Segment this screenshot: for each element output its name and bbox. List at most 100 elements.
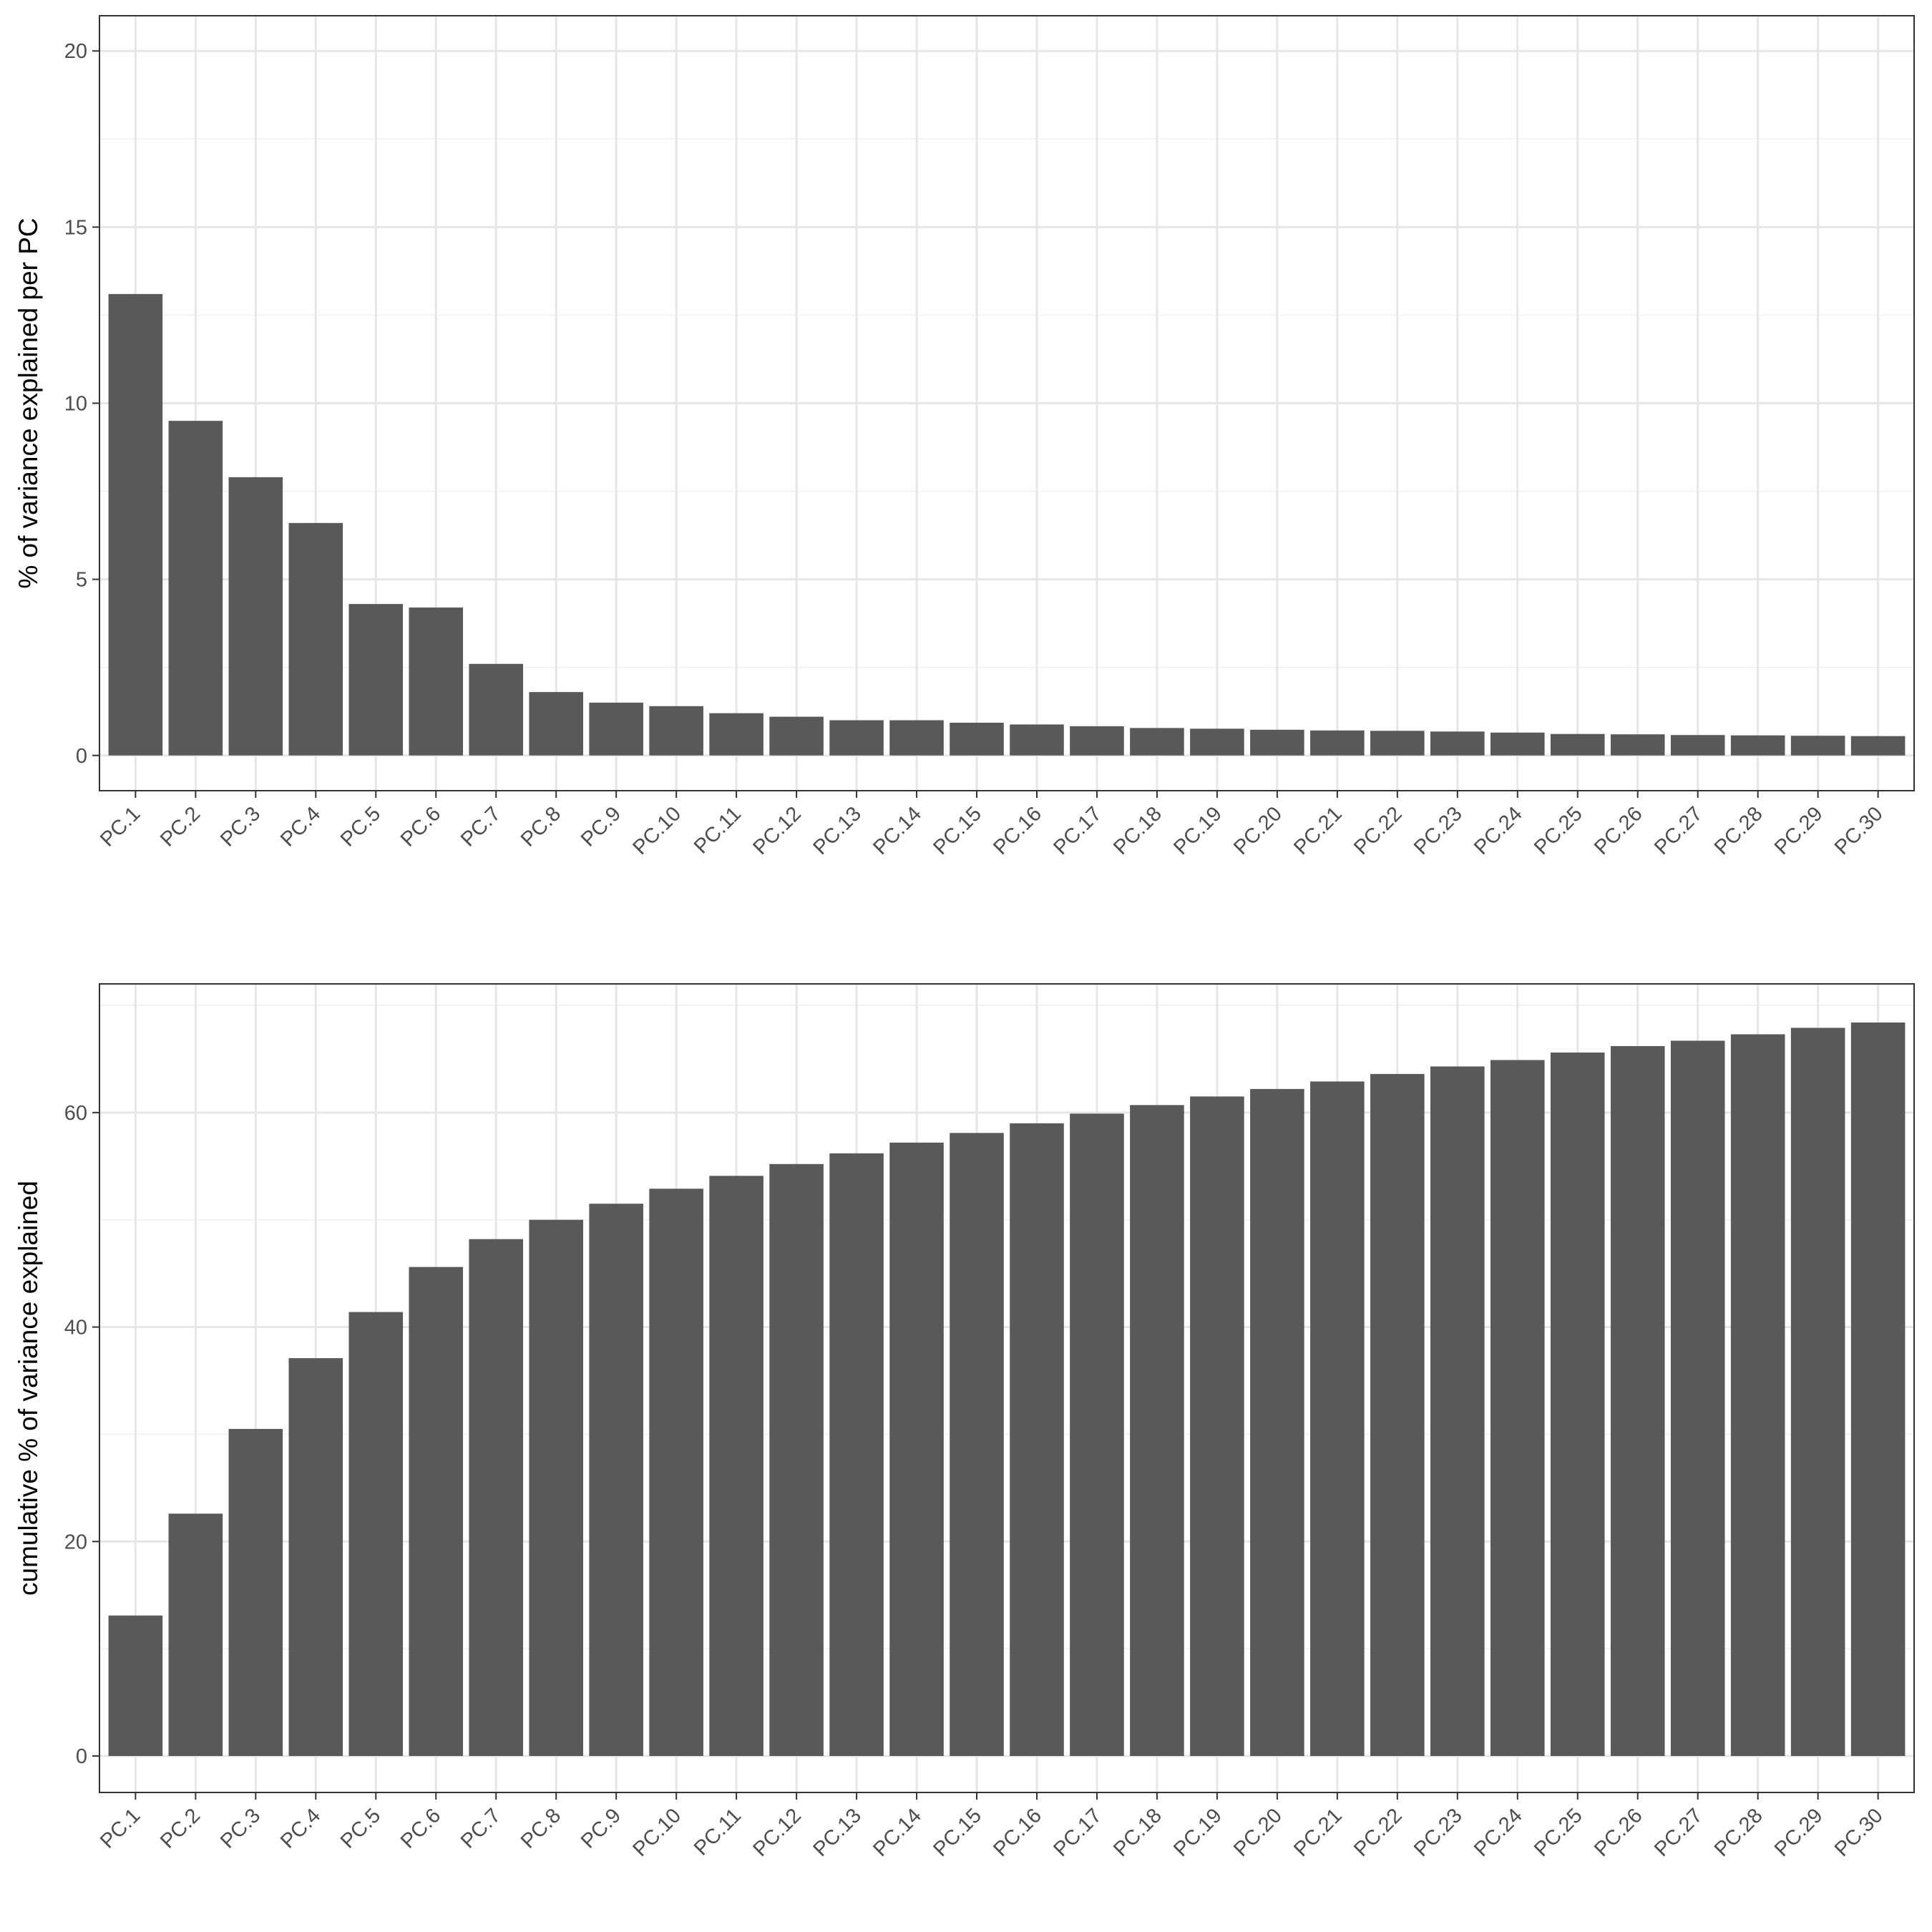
x-tick-label: PC.19 <box>1169 802 1226 859</box>
x-tick-label: PC.28 <box>1710 1804 1767 1861</box>
bar-pc-18 <box>1130 728 1184 756</box>
bar-pc-7 <box>469 1239 524 1757</box>
bar-pc-23 <box>1430 731 1485 756</box>
x-tick-label: PC.14 <box>869 1804 926 1861</box>
bar-pc-25 <box>1550 733 1605 756</box>
x-tick-label: PC.22 <box>1350 802 1407 859</box>
x-tick-label: PC.21 <box>1289 802 1347 859</box>
x-tick-label: PC.17 <box>1049 802 1106 859</box>
x-tick-label: PC.16 <box>989 1804 1046 1861</box>
x-tick-label: PC.29 <box>1770 802 1828 859</box>
y-tick-label: 0 <box>76 1745 87 1768</box>
bar-pc-11 <box>709 1176 763 1757</box>
x-tick-label: PC.4 <box>276 1804 325 1853</box>
panel-border <box>99 983 1915 1793</box>
bar-pc-22 <box>1370 1073 1425 1757</box>
x-tick-label: PC.17 <box>1049 1804 1106 1861</box>
bar-pc-2 <box>168 1513 223 1757</box>
y-tick-label: 10 <box>64 393 87 416</box>
x-tick-label: PC.23 <box>1410 802 1467 859</box>
x-tick-label: PC.2 <box>156 802 205 851</box>
bar-pc-16 <box>1010 724 1064 756</box>
y-tick-label: 20 <box>64 40 87 63</box>
x-tick-label: PC.26 <box>1590 1804 1647 1861</box>
x-tick-label: PC.29 <box>1770 1804 1828 1861</box>
bar-pc-8 <box>529 1219 583 1757</box>
bar-pc-18 <box>1130 1105 1184 1757</box>
x-tick-label: PC.16 <box>989 802 1046 859</box>
bar-pc-9 <box>589 702 643 756</box>
bar-pc-27 <box>1670 1040 1725 1757</box>
x-tick-label: PC.2 <box>156 1804 205 1853</box>
x-tick-label: PC.8 <box>517 1804 565 1853</box>
x-tick-label: PC.18 <box>1109 802 1166 859</box>
bar-pc-30 <box>1850 1022 1906 1757</box>
bar-pc-14 <box>889 720 944 756</box>
chart-panel-1: 0 5 10 15 20 PC.1 PC.2 PC.3 PC.4 PC.5 PC.6 PC.7 PC.8… <box>14 15 1915 859</box>
x-tick-label: PC.4 <box>276 802 325 851</box>
bar-pc-19 <box>1190 728 1244 756</box>
x-tick-label: PC.13 <box>809 802 866 859</box>
x-tick-label: PC.1 <box>96 802 145 851</box>
x-tick-label: PC.21 <box>1289 1804 1347 1861</box>
bar-pc-6 <box>409 1267 464 1757</box>
x-tick-label: PC.15 <box>929 802 986 859</box>
x-tick-label: PC.10 <box>628 802 686 859</box>
bar-pc-5 <box>348 1312 404 1757</box>
x-tick-label: PC.6 <box>396 1804 445 1853</box>
bar-pc-10 <box>649 1189 703 1757</box>
bar-pc-2 <box>168 421 223 756</box>
bar-pc-20 <box>1250 1088 1304 1757</box>
x-tick-label: PC.10 <box>628 1804 686 1861</box>
x-tick-label: PC.7 <box>457 1804 505 1853</box>
bar-pc-5 <box>348 604 404 756</box>
bar-pc-10 <box>649 706 703 756</box>
bar-pc-13 <box>829 720 884 756</box>
bar-pc-20 <box>1250 729 1304 756</box>
y-tick-label: 5 <box>76 569 87 592</box>
bar-pc-21 <box>1310 730 1365 756</box>
x-tick-label: PC.30 <box>1830 1804 1888 1861</box>
bar-pc-29 <box>1790 736 1845 756</box>
bar-pc-12 <box>769 716 824 756</box>
y-tick-label: 20 <box>64 1531 87 1553</box>
bar-pc-27 <box>1670 735 1725 756</box>
x-tick-label: PC.20 <box>1229 1804 1287 1861</box>
bar-pc-3 <box>228 1428 283 1757</box>
y-tick-label: 40 <box>64 1317 87 1340</box>
x-tick-label: PC.14 <box>869 802 926 859</box>
x-tick-label: PC.19 <box>1169 1804 1226 1861</box>
bar-pc-7 <box>469 663 524 756</box>
y-tick-label: 0 <box>76 745 87 768</box>
bar-pc-26 <box>1610 1045 1665 1757</box>
y-tick-label: 15 <box>64 216 87 239</box>
bar-pc-26 <box>1610 734 1665 756</box>
x-tick-label: PC.22 <box>1350 1804 1407 1861</box>
y-axis-title: cumulative % of variance explained <box>14 1181 43 1596</box>
bar-pc-3 <box>228 477 283 756</box>
bar-pc-21 <box>1310 1081 1365 1757</box>
x-tick-label: PC.30 <box>1830 802 1888 859</box>
bar-pc-15 <box>950 722 1004 756</box>
bar-pc-1 <box>108 293 163 756</box>
x-tick-label: PC.23 <box>1410 1804 1467 1861</box>
bar-pc-19 <box>1190 1096 1244 1757</box>
x-tick-label: PC.6 <box>396 802 445 851</box>
x-tick-label: PC.24 <box>1470 802 1527 859</box>
bar-pc-12 <box>769 1163 824 1757</box>
x-tick-label: PC.20 <box>1229 802 1287 859</box>
x-tick-label: PC.27 <box>1650 802 1707 859</box>
x-tick-label: PC.5 <box>336 1804 385 1853</box>
bar-pc-24 <box>1490 1060 1545 1757</box>
x-tick-label: PC.1 <box>96 1804 145 1853</box>
x-tick-label: PC.18 <box>1109 1804 1166 1861</box>
bar-pc-17 <box>1070 1113 1124 1757</box>
bar-pc-17 <box>1070 726 1124 756</box>
x-tick-label: PC.26 <box>1590 802 1647 859</box>
bar-pc-16 <box>1010 1123 1064 1757</box>
x-tick-label: PC.11 <box>690 1804 746 1860</box>
x-tick-label: PC.13 <box>809 1804 866 1861</box>
x-tick-label: PC.12 <box>748 1804 806 1861</box>
